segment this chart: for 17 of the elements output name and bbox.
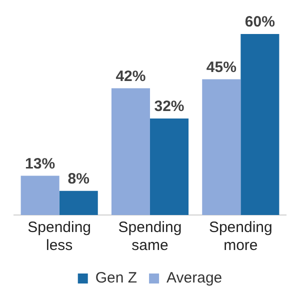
data-label: 13% <box>25 155 56 172</box>
data-label: 8% <box>68 170 90 188</box>
bar <box>202 79 241 215</box>
legend-label: Average <box>166 270 222 287</box>
bar <box>59 190 98 215</box>
x-tick-label: Spending less <box>28 219 92 254</box>
bar <box>240 34 280 215</box>
bar <box>111 88 150 215</box>
data-label: 60% <box>244 14 275 31</box>
data-label: 45% <box>206 58 236 76</box>
legend-label: Gen Z <box>95 270 138 287</box>
data-label: 32% <box>154 98 184 116</box>
bar <box>150 118 189 215</box>
x-tick-label: Spending more <box>208 219 272 254</box>
data-label: 42% <box>116 68 146 85</box>
x-tick-label: Spending same <box>118 219 182 254</box>
bar <box>20 176 60 215</box>
